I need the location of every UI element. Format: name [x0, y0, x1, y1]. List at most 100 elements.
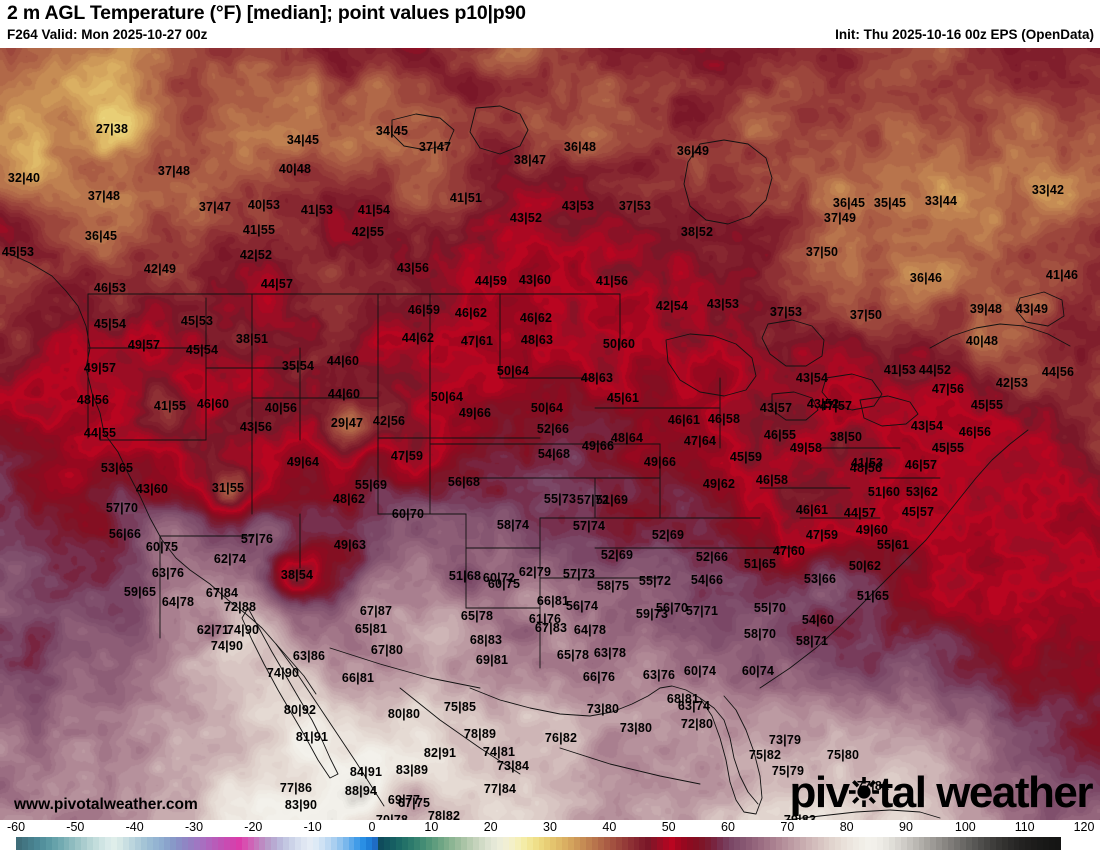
colorbar-swatch [437, 837, 444, 850]
valid-time-label: F264 Valid: Mon 2025-10-27 00z [7, 27, 208, 42]
point-value-label: 40|48 [965, 333, 999, 348]
point-value-label: 37|53 [618, 198, 652, 213]
point-value-label: 35|54 [281, 358, 315, 373]
point-value-label: 63|78 [593, 645, 627, 660]
point-value-label: 43|52 [806, 396, 840, 411]
colorbar-swatch [342, 837, 349, 850]
point-value-label: 65|81 [354, 621, 388, 636]
point-value-label: 41|55 [153, 398, 187, 413]
colorbar-tick-label: 10 [424, 820, 439, 834]
colorbar-swatch [152, 837, 159, 850]
point-value-label: 69|77 [387, 792, 421, 807]
point-value-label: 44|60 [327, 386, 361, 401]
point-value-label: 48|63 [520, 332, 554, 347]
point-value-label: 36|46 [909, 270, 943, 285]
point-value-label: 69|81 [475, 652, 509, 667]
point-value-label: 57|74 [572, 518, 606, 533]
point-value-label: 34|45 [375, 123, 409, 138]
colorbar-swatch [847, 837, 854, 850]
colorbar-swatch [704, 837, 711, 850]
colorbar-swatch [716, 837, 723, 850]
point-value-label: 46|62 [519, 310, 553, 325]
point-value-label: 48|63 [580, 370, 614, 385]
point-value-label: 38|52 [680, 224, 714, 239]
point-value-label: 43|54 [910, 418, 944, 433]
point-value-label: 67|75 [397, 795, 431, 810]
point-value-label: 66|81 [341, 670, 375, 685]
point-value-label: 60|74 [683, 663, 717, 678]
point-value-label: 63|74 [677, 698, 711, 713]
colorbar-swatch [455, 837, 462, 850]
point-value-label: 68|81 [666, 691, 700, 706]
point-value-label: 56|66 [108, 526, 142, 541]
colorbar-swatch [1001, 837, 1008, 850]
point-value-label: 49|58 [789, 440, 823, 455]
colorbar-swatch [491, 837, 497, 850]
colorbar-swatch [550, 837, 557, 850]
colorbar-swatch [289, 837, 296, 850]
temperature-map[interactable]: 27|38 32|40 37|48 37|48 36|45 45|53 37|47 40|53… [0, 48, 1100, 820]
point-value-label: 74|81 [482, 744, 516, 759]
point-value-label: 72|80 [680, 716, 714, 731]
point-value-label: 37|48 [87, 188, 121, 203]
point-value-label: 57|70 [105, 500, 139, 515]
point-value-label: 83|89 [395, 762, 429, 777]
point-value-label: 60|70 [391, 506, 425, 521]
colorbar-swatch [324, 837, 331, 850]
point-value-label: 65|78 [556, 647, 590, 662]
point-value-label: 68|83 [469, 632, 503, 647]
point-value-label: 49|57 [127, 337, 161, 352]
colorbar-swatch [1061, 837, 1067, 850]
map-header: 2 m AGL Temperature (°F) [median]; point… [0, 0, 1100, 48]
point-value-label: 47|61 [460, 333, 494, 348]
colorbar-swatch [360, 837, 367, 850]
colorbar-swatch [122, 837, 129, 850]
colorbar-swatch [253, 837, 260, 850]
colorbar-swatch [479, 837, 486, 850]
point-value-label: 62|79 [518, 564, 552, 579]
point-value-label: 49|62 [702, 476, 736, 491]
colorbar-swatch [888, 837, 895, 850]
colorbar-swatch [514, 837, 521, 850]
colorbar-swatch [954, 837, 961, 850]
point-value-label: 43|56 [396, 260, 430, 275]
gear-icon [848, 777, 879, 807]
point-value-label: 47|64 [683, 433, 717, 448]
colorbar-tick-label: -10 [303, 820, 322, 834]
colorbar-tick-label: 30 [543, 820, 557, 834]
colorbar-tick-label: -60 [6, 820, 26, 834]
point-value-label: 43|60 [135, 481, 169, 496]
colorbar-swatch [799, 837, 806, 850]
colorbar-swatch [235, 837, 242, 850]
colorbar-swatch [502, 837, 509, 850]
point-value-label: 55|72 [638, 573, 672, 588]
colorbar-swatch [639, 837, 646, 850]
point-value-label: 49|60 [855, 522, 889, 537]
colorbar-swatch [39, 837, 46, 850]
colorbar-swatch [686, 837, 693, 850]
colorbar-swatch [134, 837, 141, 850]
point-value-label: 47|57 [819, 398, 853, 413]
colorbar-swatch [33, 837, 40, 850]
point-value-label: 59|73 [635, 606, 669, 621]
colorbar-swatch [930, 837, 937, 850]
point-value-label: 74|90 [210, 638, 244, 653]
colorbar-swatch [764, 837, 771, 850]
colorbar-swatch [597, 837, 604, 850]
colorbar-tick-label: 100 [954, 820, 976, 834]
point-value-label: 36|45 [832, 195, 866, 210]
point-value-label: 51|65 [856, 588, 890, 603]
colorbar-swatch [1025, 837, 1032, 850]
colorbar-swatch [894, 837, 901, 850]
point-value-label: 46|59 [407, 302, 441, 317]
point-value-label: 41|56 [595, 273, 629, 288]
colorbar-swatch [853, 837, 860, 850]
colorbar-swatch [520, 837, 527, 850]
colorbar-tick-labels: -60 -50 -40 -30 -20 -10 0 10 20 30 40 50 60 70 80 90 100… [0, 820, 1100, 836]
point-value-label: 40|48 [278, 161, 312, 176]
point-value-label: 45|59 [729, 449, 763, 464]
colorbar-swatch [1049, 837, 1056, 850]
colorbar-swatch [413, 837, 420, 850]
point-value-label: 43|60 [518, 272, 552, 287]
colorbar-swatch [1031, 837, 1038, 850]
